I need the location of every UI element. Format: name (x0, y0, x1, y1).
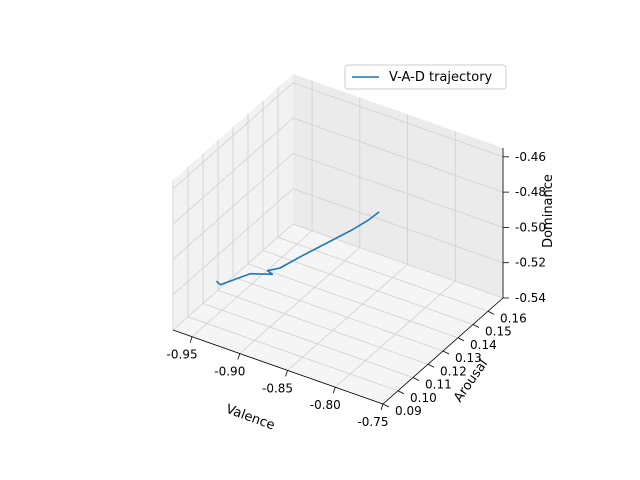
z-tick-label: -0.46 (515, 150, 546, 164)
series-line-0 (215, 211, 380, 286)
x-axis-line (172, 329, 384, 405)
y-tick-label: 0.11 (425, 378, 452, 392)
y-tick (397, 390, 405, 395)
grid-line-z (172, 152, 504, 260)
x-tick-label: -0.80 (310, 398, 341, 412)
tick-marks (189, 156, 509, 411)
grid-line-z (172, 117, 504, 225)
x-tick-label: -0.75 (357, 415, 388, 429)
y-tick-label: 0.10 (410, 391, 437, 405)
y-tick-label: 0.13 (455, 351, 482, 365)
legend-label: V-A-D trajectory (389, 70, 493, 85)
x-tick (237, 353, 241, 360)
axis-panes (173, 74, 503, 404)
y-tick (457, 337, 465, 342)
grid-line-z (172, 223, 504, 331)
grid-line-z (172, 188, 504, 295)
y-tick-label: 0.16 (500, 311, 527, 325)
tick-labels: -0.95-0.90-0.85-0.80-0.750.090.100.110.1… (167, 150, 547, 429)
y-tick (487, 310, 495, 315)
z-tick-label: -0.48 (515, 185, 546, 199)
y-tick-label: 0.12 (440, 364, 467, 378)
y-tick (442, 350, 450, 355)
series-layer (215, 211, 380, 286)
legend-box (344, 64, 507, 90)
back-pane (293, 74, 503, 298)
x-tick-label: -0.90 (214, 365, 245, 379)
z-axis-label: Dominance (541, 174, 556, 248)
x-tick-label: -0.95 (167, 348, 198, 362)
y-tick (412, 377, 420, 381)
legend: V-A-D trajectory (344, 64, 507, 90)
y-tick-label: 0.14 (470, 338, 497, 352)
y-tick-label: 0.15 (485, 325, 512, 339)
x-axis-label: Valence (224, 402, 277, 433)
grid-line-z (172, 82, 504, 190)
x-tick (380, 403, 384, 411)
x-tick (285, 370, 288, 377)
x-tick-label: -0.85 (262, 381, 293, 395)
z-tick-label: -0.54 (515, 291, 546, 305)
x-tick (332, 387, 336, 394)
x-tick (189, 336, 193, 343)
y-tick (472, 324, 480, 328)
y-tick (382, 403, 390, 408)
z-tick-label: -0.50 (515, 220, 546, 234)
grid-lines (172, 80, 504, 405)
y-tick-label: 0.09 (395, 404, 422, 418)
y-tick (427, 363, 435, 368)
z-tick-label: -0.52 (515, 256, 546, 270)
